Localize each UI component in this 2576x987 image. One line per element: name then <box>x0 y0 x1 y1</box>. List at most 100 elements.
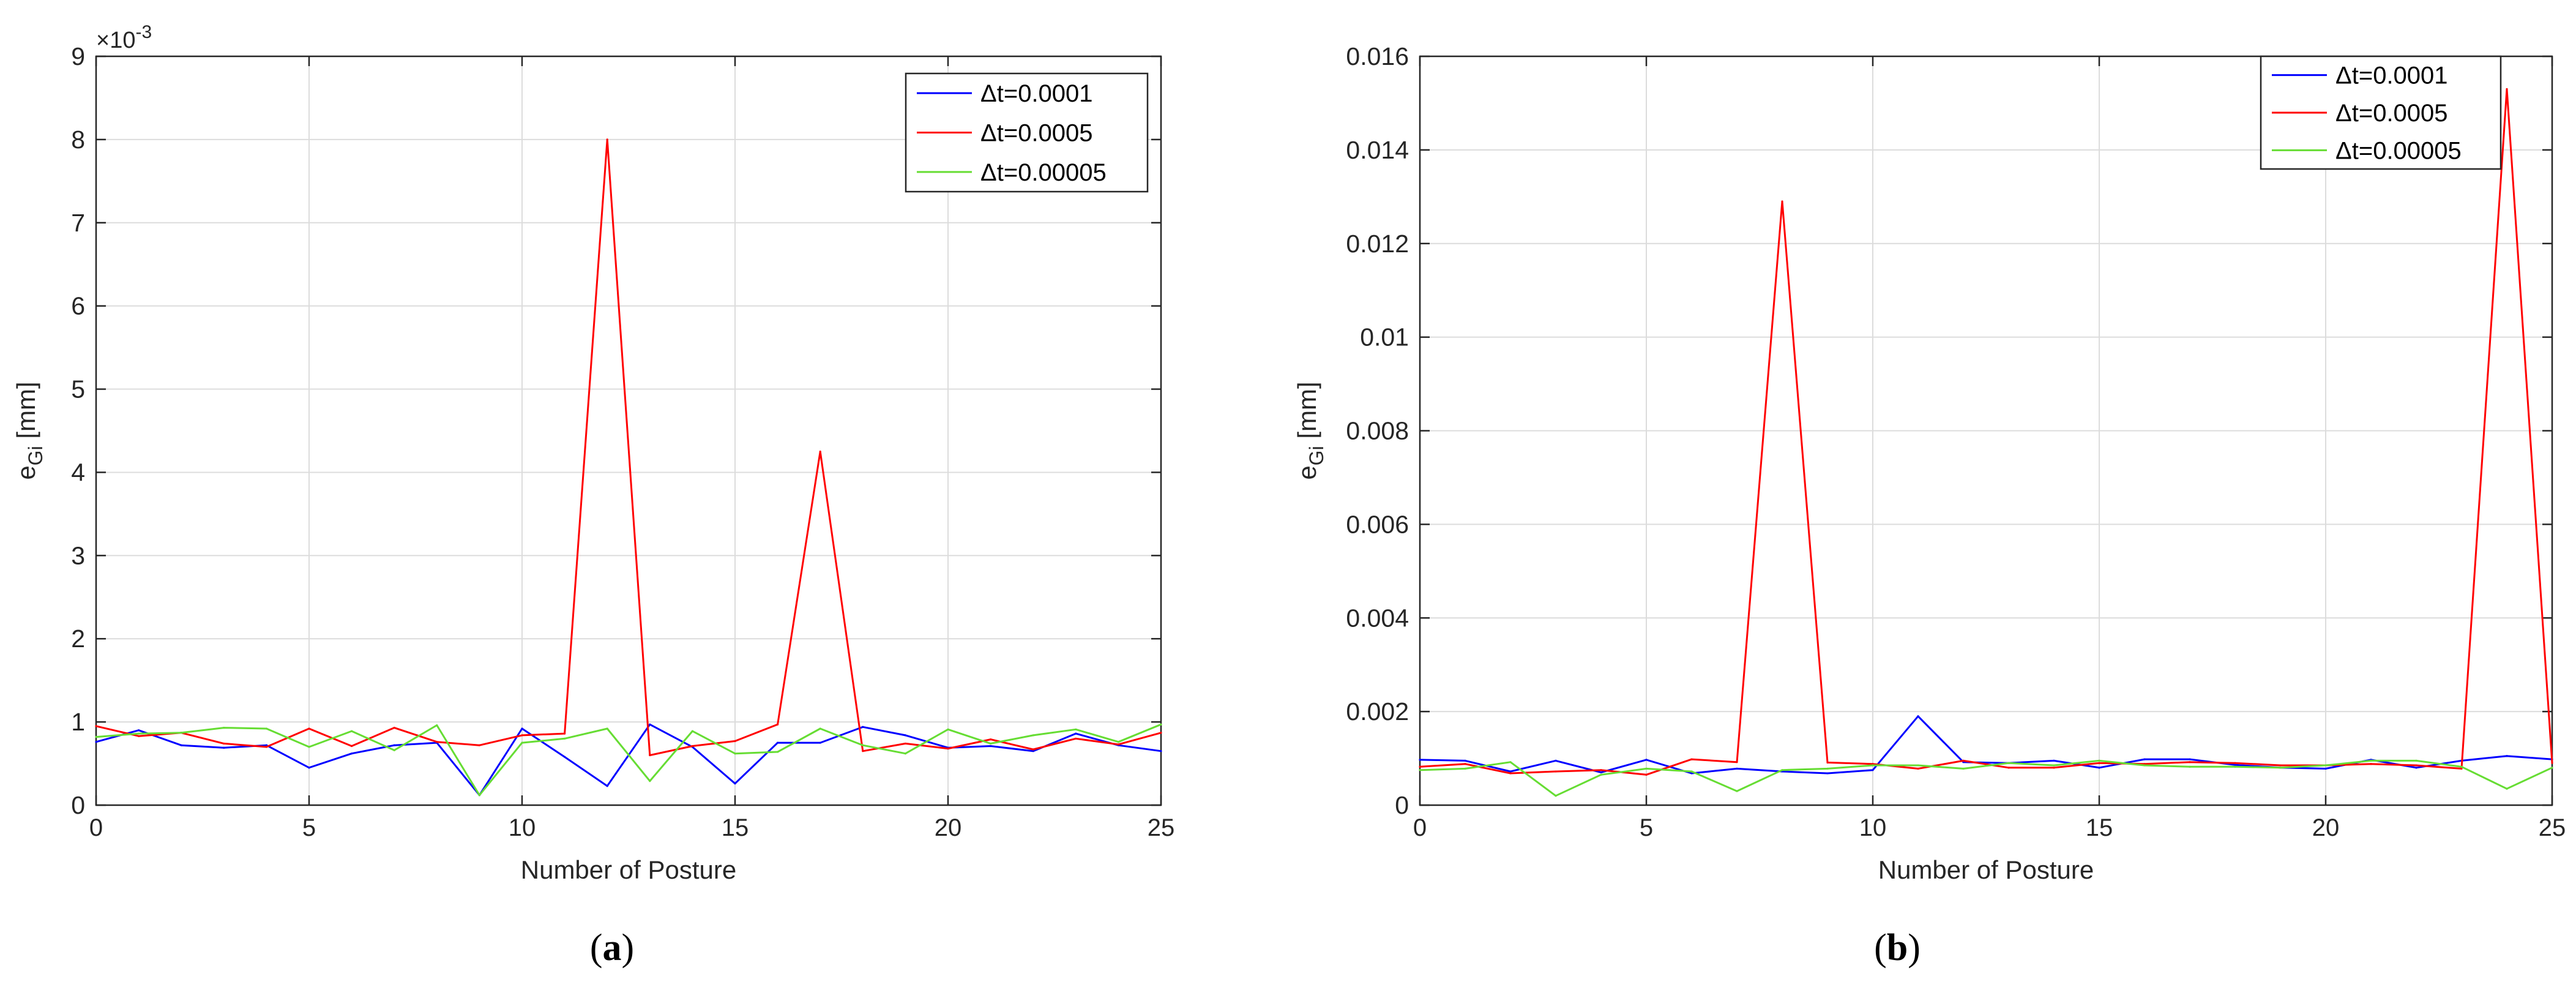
y-tick-label: 7 <box>71 209 85 237</box>
data-point-series-3 <box>1419 769 1421 771</box>
data-point-series-1 <box>1917 715 1919 718</box>
data-point-series-1 <box>95 741 97 743</box>
data-point-series-3 <box>1160 723 1162 726</box>
x-tick-label: 25 <box>2539 814 2566 841</box>
data-point-series-3 <box>1690 770 1693 773</box>
chart-panel-a: 0 5 10 15 20 25 0 1 2 3 4 5 6 7 8 9 ×10-3 Number of Postu… <box>12 22 1174 884</box>
data-point-series-2 <box>95 725 97 727</box>
data-point-series-2 <box>819 450 821 453</box>
data-point-series-2 <box>308 727 310 730</box>
data-point-series-3 <box>1736 790 1738 792</box>
axes-box <box>95 55 1162 806</box>
data-point-series-3 <box>2189 765 2191 768</box>
data-point-series-1 <box>904 734 906 737</box>
data-point-series-2 <box>265 746 267 748</box>
y-axis-label-subscript: Gi <box>24 446 47 465</box>
x-tick-label: 20 <box>935 814 962 841</box>
data-point-series-2 <box>1509 772 1512 775</box>
data-point-series-3 <box>564 737 566 740</box>
data-point-series-3 <box>904 752 906 755</box>
data-point-series-2 <box>1826 761 1829 764</box>
data-point-series-2 <box>2551 762 2553 764</box>
data-point-series-1 <box>990 745 992 748</box>
y-axis-label-unit: [mm] <box>1293 381 1321 446</box>
y-axis-label: eGi [mm] <box>1293 381 1327 479</box>
data-point-series-3 <box>1117 741 1119 743</box>
data-point-series-2 <box>2234 762 2236 764</box>
legend-label-3: Δt=0.00005 <box>980 159 1107 186</box>
data-point-series-2 <box>521 734 523 737</box>
x-tick-label: 20 <box>2312 814 2340 841</box>
data-point-series-2 <box>2189 761 2191 764</box>
data-point-series-2 <box>2415 764 2417 767</box>
data-point-series-2 <box>1645 773 1648 776</box>
data-point-series-3 <box>990 742 992 745</box>
x-tick-label: 10 <box>509 814 536 841</box>
data-point-series-3 <box>734 752 736 755</box>
data-point-series-1 <box>1826 772 1829 775</box>
data-point-series-2 <box>1736 761 1738 764</box>
data-point-series-3 <box>2370 759 2372 762</box>
data-point-series-3 <box>1826 767 1829 770</box>
data-point-series-2 <box>691 745 693 748</box>
panel-label-a-text: a <box>603 927 622 969</box>
data-point-series-3 <box>1555 795 1557 797</box>
data-point-series-1 <box>2098 767 2100 769</box>
data-point-series-1 <box>2506 755 2508 757</box>
data-point-series-1 <box>1509 770 1512 773</box>
data-point-series-1 <box>1736 767 1738 770</box>
data-point-series-1 <box>2234 764 2236 766</box>
data-point-series-1 <box>1464 759 1466 762</box>
data-point-series-1 <box>308 767 310 769</box>
y-tick-label: 1 <box>71 708 85 736</box>
y-tick-label: 8 <box>71 126 85 154</box>
panel-label-b: (b) <box>1874 927 1921 969</box>
data-point-series-2 <box>393 727 395 729</box>
legend-label-1: Δt=0.0001 <box>2335 62 2448 89</box>
data-point-series-3 <box>777 751 779 753</box>
panel-label-a: (a) <box>590 927 634 969</box>
data-point-series-2 <box>1160 732 1162 734</box>
data-point-series-2 <box>649 754 651 757</box>
x-axis-label: Number of Posture <box>521 855 737 884</box>
data-point-series-2 <box>2370 763 2372 765</box>
y-tick-label: 0 <box>1395 791 1409 819</box>
y-tick-label: 5 <box>71 375 85 403</box>
y-axis-label: eGi [mm] <box>12 381 47 479</box>
y-axis-label-subscript: Gi <box>1305 446 1327 465</box>
data-point-series-3 <box>2234 765 2236 768</box>
data-point-series-3 <box>478 794 481 797</box>
data-point-series-3 <box>2324 764 2327 767</box>
data-point-series-2 <box>2279 764 2282 767</box>
data-point-series-3 <box>223 727 225 729</box>
data-point-series-2 <box>1781 200 1783 203</box>
data-point-series-1 <box>138 729 140 732</box>
data-point-series-1 <box>1160 750 1162 752</box>
y-tick-label: 0.002 <box>1346 697 1409 726</box>
x-tick-label: 0 <box>1413 814 1427 841</box>
y-axis-label-unit: [mm] <box>12 381 40 446</box>
data-point-series-3 <box>180 732 182 734</box>
data-point-series-2 <box>436 741 438 743</box>
data-point-series-3 <box>1075 728 1077 730</box>
y-tick-label: 0.01 <box>1360 323 1409 351</box>
data-point-series-2 <box>1464 763 1466 765</box>
data-point-series-3 <box>2460 765 2463 768</box>
data-point-series-1 <box>180 744 182 746</box>
data-point-series-1 <box>2415 767 2417 769</box>
data-point-series-3 <box>649 779 651 782</box>
data-point-series-1 <box>1075 732 1077 735</box>
data-point-series-3 <box>862 744 864 746</box>
panel-label-b-text: b <box>1887 927 1908 969</box>
legend-label-2: Δt=0.0005 <box>2335 100 2448 127</box>
y-exponent-label: ×10-3 <box>96 22 152 53</box>
x-tick-label: 15 <box>2086 814 2113 841</box>
data-point-series-3 <box>606 727 608 730</box>
data-point-series-3 <box>1917 764 1919 767</box>
data-point-series-2 <box>223 742 225 745</box>
data-point-series-3 <box>1872 764 1874 767</box>
data-point-series-1 <box>606 785 608 787</box>
data-point-series-1 <box>351 752 353 755</box>
data-point-series-1 <box>2053 759 2055 762</box>
data-point-series-3 <box>1781 769 1783 771</box>
